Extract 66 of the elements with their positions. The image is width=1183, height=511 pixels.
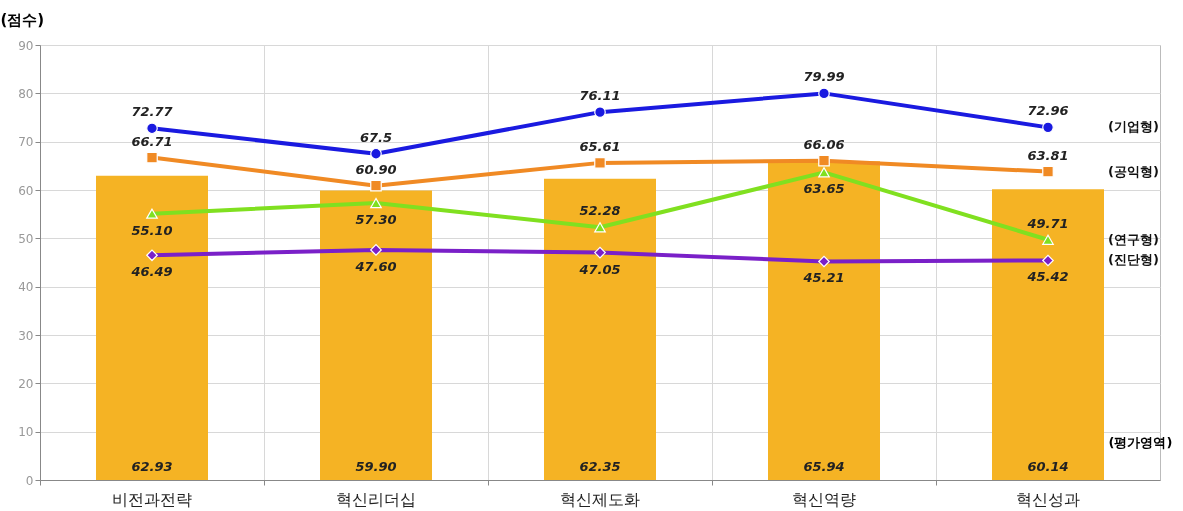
y-tick-label: 50 bbox=[18, 231, 34, 246]
text: (연구형) bbox=[1108, 231, 1159, 247]
x-tick-label: 혁신성과 bbox=[1016, 489, 1080, 509]
data-label: 55.10 bbox=[131, 222, 173, 238]
x-tick-label: 비전과전략 bbox=[112, 489, 192, 509]
bar bbox=[992, 189, 1104, 480]
data-label: 46.49 bbox=[130, 264, 173, 280]
data-label: 66.06 bbox=[803, 136, 845, 152]
data-label: 67.5 bbox=[359, 129, 393, 145]
point bbox=[146, 208, 158, 219]
data-label: 60.90 bbox=[355, 161, 397, 177]
data-label: 49.71 bbox=[1026, 215, 1069, 231]
x-tick-label: 혁신역량 bbox=[792, 489, 856, 509]
y-tick-label: 30 bbox=[18, 328, 34, 343]
point bbox=[146, 122, 158, 135]
point bbox=[818, 167, 830, 178]
data-label: 60.14 bbox=[1027, 459, 1069, 474]
y-tick-label: 20 bbox=[18, 376, 34, 391]
x-axis-title: (평가영역) bbox=[1108, 434, 1173, 450]
data-label: 66.71 bbox=[131, 133, 173, 149]
text: (기업형) bbox=[1108, 119, 1159, 135]
point bbox=[370, 147, 382, 160]
data-label: 62.35 bbox=[579, 459, 621, 474]
point bbox=[370, 197, 382, 209]
point bbox=[594, 246, 606, 259]
point bbox=[594, 222, 606, 233]
data-label: 79.99 bbox=[803, 69, 845, 85]
bar bbox=[320, 190, 432, 480]
data-label: 45.42 bbox=[1026, 269, 1069, 285]
x-tick-label: 혁신제도화 bbox=[560, 489, 640, 509]
point bbox=[1042, 234, 1054, 245]
y-tick-label: 0 bbox=[25, 473, 34, 488]
x-tick-label: 혁신리더십 bbox=[336, 489, 416, 509]
data-label: 52.28 bbox=[579, 203, 621, 219]
y-tick-label: 10 bbox=[18, 425, 34, 440]
y-tick-label: 60 bbox=[18, 183, 34, 198]
y-tick-label: 90 bbox=[18, 38, 34, 53]
y-tick-label: 80 bbox=[18, 86, 34, 101]
data-label: 63.65 bbox=[803, 181, 845, 197]
data-label: 72.77 bbox=[131, 104, 174, 120]
data-label: 62.93 bbox=[131, 459, 173, 474]
bar bbox=[768, 161, 880, 480]
data-label: 45.21 bbox=[802, 270, 845, 286]
point bbox=[594, 106, 606, 118]
bar bbox=[96, 175, 208, 480]
bar bbox=[544, 178, 656, 480]
text: (진단형) bbox=[1108, 252, 1159, 268]
data-label: 47.05 bbox=[578, 261, 621, 277]
data-label: 47.60 bbox=[354, 258, 397, 274]
data-label: 65.61 bbox=[579, 138, 621, 154]
data-label: 76.11 bbox=[579, 88, 621, 104]
point bbox=[146, 249, 158, 262]
data-label: 65.94 bbox=[803, 459, 845, 474]
point bbox=[594, 157, 606, 169]
point bbox=[1042, 254, 1054, 267]
data-label: 57.30 bbox=[355, 212, 397, 228]
data-label: 59.90 bbox=[355, 459, 397, 474]
y-tick-label: 70 bbox=[18, 135, 34, 150]
data-label: 72.96 bbox=[1027, 103, 1069, 119]
point bbox=[818, 255, 830, 268]
point bbox=[818, 87, 830, 100]
point bbox=[370, 244, 382, 256]
y-axis-title: (점수) bbox=[0, 10, 45, 29]
y-tick-label: 40 bbox=[18, 280, 34, 295]
data-label: 63.81 bbox=[1027, 147, 1069, 163]
text: (공익형) bbox=[1108, 163, 1159, 179]
